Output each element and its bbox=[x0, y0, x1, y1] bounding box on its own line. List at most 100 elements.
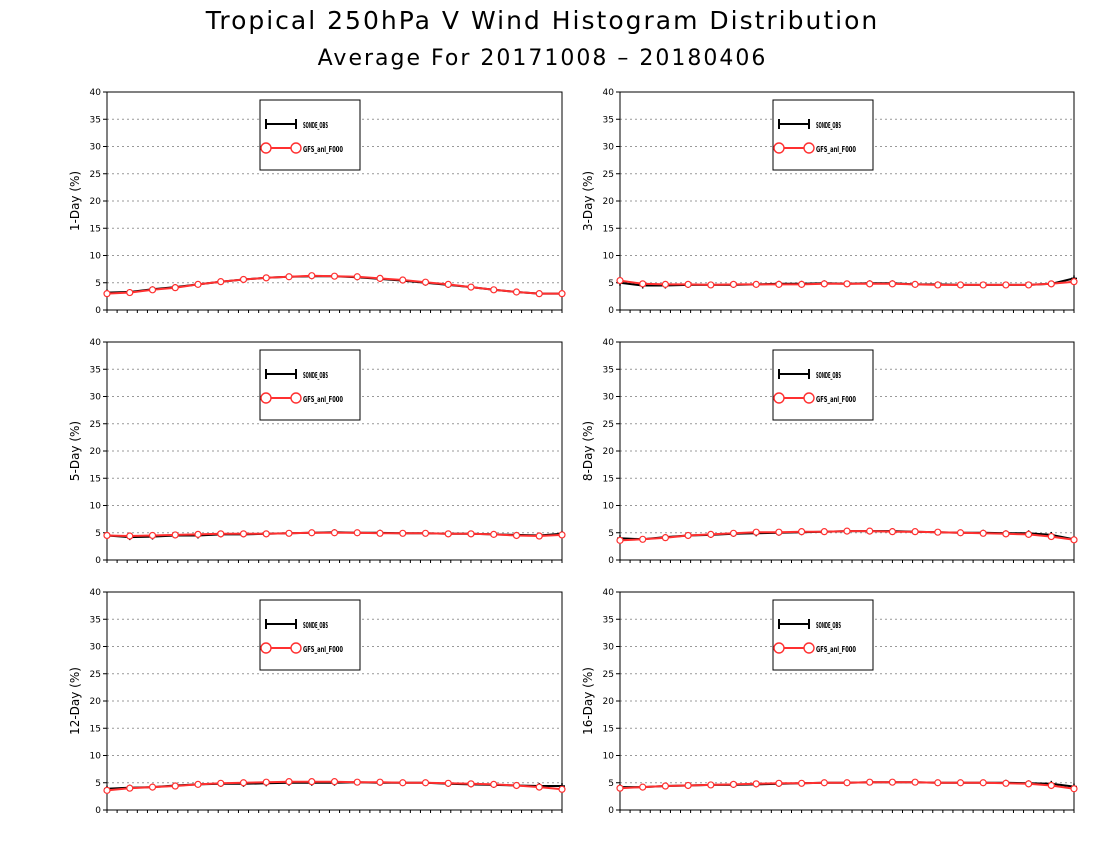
data-point-circle bbox=[467, 283, 475, 291]
legend-box bbox=[772, 599, 874, 671]
legend-label: GFS_anl_F000 bbox=[816, 395, 856, 404]
data-point-circle bbox=[729, 529, 738, 537]
y-tick-label: 10 bbox=[603, 752, 615, 762]
data-point-circle bbox=[1002, 530, 1010, 538]
data-point-circle bbox=[353, 529, 361, 537]
data-point-circle bbox=[843, 280, 851, 288]
data-point-circle bbox=[330, 529, 339, 537]
data-point-circle bbox=[421, 278, 430, 286]
y-tick-label: 5 bbox=[95, 279, 101, 289]
data-point-circle bbox=[684, 280, 692, 288]
data-point-circle bbox=[956, 529, 965, 537]
y-tick-label: 40 bbox=[603, 338, 615, 348]
y-tick-label: 15 bbox=[90, 474, 101, 484]
legend-box bbox=[259, 99, 361, 171]
data-point-circle bbox=[639, 535, 647, 543]
data-point-circle bbox=[194, 530, 202, 538]
y-tick-label: 35 bbox=[90, 365, 101, 375]
title-block: Tropical 250hPa V Wind Histogram Distrib… bbox=[0, 0, 1100, 80]
data-point-circle bbox=[376, 778, 384, 786]
y-axis-label: 1-Day (%) bbox=[68, 171, 82, 231]
data-point-circle bbox=[148, 286, 157, 294]
y-tick-label: 0 bbox=[95, 556, 101, 566]
data-point-circle bbox=[239, 275, 248, 284]
data-point-circle bbox=[217, 278, 225, 286]
data-point-circle bbox=[820, 779, 828, 787]
legend-box bbox=[259, 349, 361, 421]
plot-frame bbox=[106, 341, 563, 561]
data-point-circle bbox=[661, 782, 670, 790]
legend-box bbox=[772, 349, 874, 421]
data-point-circle bbox=[353, 273, 361, 281]
data-point-circle bbox=[376, 529, 384, 537]
data-point-circle bbox=[752, 280, 760, 288]
y-tick-label: 25 bbox=[90, 670, 101, 680]
data-point-circle bbox=[616, 276, 624, 285]
data-point-circle bbox=[729, 780, 738, 788]
data-point-circle bbox=[217, 779, 225, 787]
data-point-circle bbox=[752, 780, 760, 788]
y-tick-label: 30 bbox=[603, 643, 615, 653]
legend-label: GFS_anl_F000 bbox=[303, 145, 343, 154]
chart-panel-3: 0 5 10 15 20 25 30 35 40 5-Day (%) SONDE_OBS GFS_an… bbox=[68, 338, 566, 566]
data-point-circle bbox=[148, 531, 157, 540]
data-point-circle bbox=[956, 281, 965, 289]
data-point-circle bbox=[262, 530, 270, 538]
legend-label: SONDE_OBS bbox=[816, 121, 841, 130]
y-tick-label: 20 bbox=[90, 697, 102, 707]
data-point-circle bbox=[934, 528, 942, 536]
data-point-circle bbox=[888, 280, 897, 288]
data-point-circle bbox=[330, 272, 339, 280]
legend-box bbox=[772, 99, 874, 171]
data-point-circle bbox=[888, 778, 897, 786]
legend-label: SONDE_OBS bbox=[816, 371, 841, 380]
data-point-circle bbox=[797, 779, 806, 787]
data-point-circle bbox=[558, 290, 566, 298]
y-tick-label: 40 bbox=[603, 88, 615, 98]
data-point-circle bbox=[512, 531, 521, 540]
legend-marker bbox=[773, 142, 785, 154]
data-point-circle bbox=[262, 274, 270, 282]
data-point-circle bbox=[775, 280, 783, 288]
legend-marker bbox=[290, 392, 302, 404]
y-tick-label: 30 bbox=[90, 143, 102, 153]
legend: SONDE_OBS GFS_anl_F000 bbox=[259, 599, 361, 671]
data-point-circle bbox=[262, 778, 270, 786]
data-point-circle bbox=[171, 782, 179, 790]
y-tick-label: 10 bbox=[90, 752, 102, 762]
data-point-circle bbox=[103, 786, 111, 794]
data-point-circle bbox=[194, 780, 202, 788]
data-point-circle bbox=[866, 280, 874, 288]
y-tick-label: 25 bbox=[90, 170, 101, 180]
y-tick-label: 10 bbox=[603, 252, 615, 262]
y-tick-label: 20 bbox=[603, 697, 615, 707]
data-point-circle bbox=[707, 281, 715, 289]
legend-marker bbox=[260, 392, 272, 404]
plot-frame bbox=[106, 591, 563, 811]
data-point-circle bbox=[866, 527, 874, 535]
data-point-circle bbox=[171, 531, 179, 539]
data-point-circle bbox=[217, 530, 225, 538]
y-tick-label: 25 bbox=[603, 170, 614, 180]
data-point-circle bbox=[684, 531, 692, 540]
data-point-circle bbox=[444, 530, 452, 538]
y-tick-label: 25 bbox=[603, 670, 614, 680]
legend: SONDE_OBS GFS_anl_F000 bbox=[772, 599, 874, 671]
y-axis-label: 16-Day (%) bbox=[581, 667, 595, 735]
y-tick-label: 10 bbox=[90, 502, 102, 512]
data-point-circle bbox=[444, 779, 452, 787]
data-point-circle bbox=[1047, 532, 1055, 541]
y-tick-label: 15 bbox=[603, 724, 614, 734]
data-point-circle bbox=[490, 530, 498, 538]
y-axis-label: 12-Day (%) bbox=[68, 667, 82, 735]
legend-marker bbox=[803, 392, 815, 404]
y-tick-label: 0 bbox=[608, 806, 614, 816]
data-point-circle bbox=[399, 779, 407, 787]
legend: SONDE_OBS GFS_anl_F000 bbox=[259, 349, 361, 421]
data-point-circle bbox=[285, 778, 293, 786]
legend-marker bbox=[260, 142, 272, 154]
data-point-circle bbox=[934, 779, 942, 787]
data-point-circle bbox=[684, 781, 692, 790]
y-tick-label: 35 bbox=[90, 615, 101, 625]
